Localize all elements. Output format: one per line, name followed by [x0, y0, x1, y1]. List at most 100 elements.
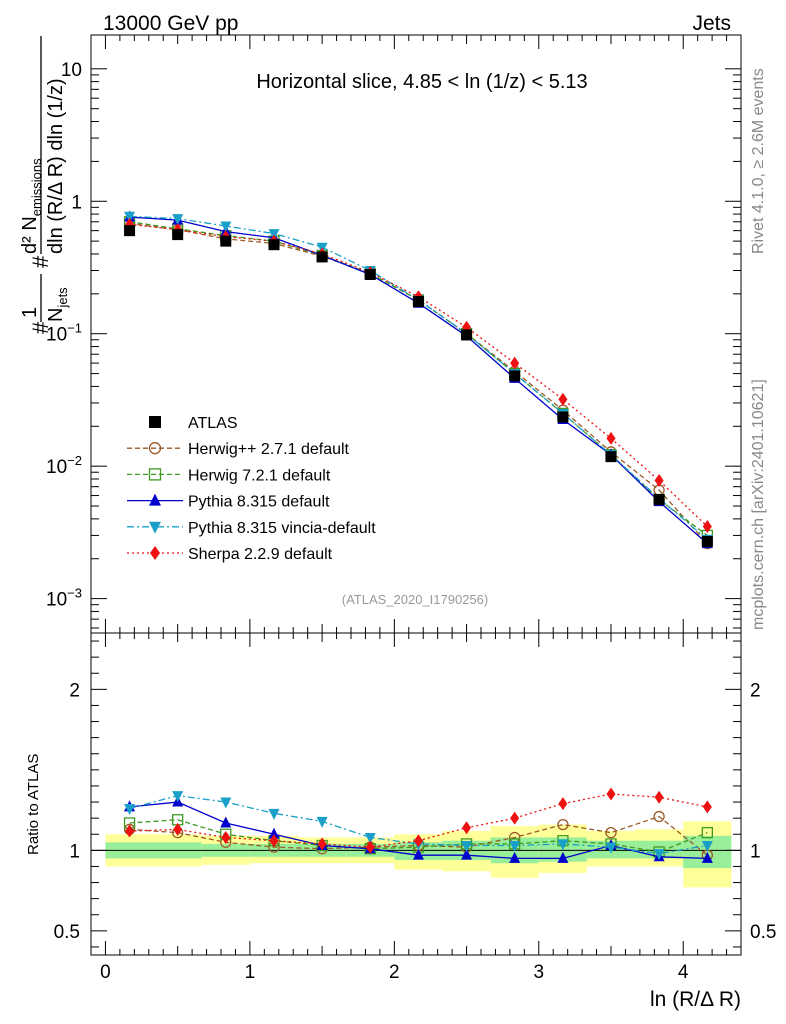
side-text-top: Rivet 4.1.0, ≥ 2.6M events	[750, 68, 767, 254]
y-tick-exponent: −2	[67, 453, 82, 468]
legend: ATLAS Herwig++ 2.7.1 default Herwig 7.2.1 …	[127, 415, 376, 563]
ylabel-mid: #	[28, 255, 53, 268]
ratio-point-sherpa-2-2-9-default	[606, 787, 616, 801]
point-atlas	[412, 296, 424, 308]
point-atlas	[316, 251, 328, 263]
y-tick-base: 10	[46, 457, 67, 478]
header-left: 13000 GeV pp	[103, 12, 238, 35]
ratio-point-pythia-8-315-vincia-default	[220, 797, 232, 809]
x-axis-label: ln (R/Δ R)	[650, 988, 741, 1011]
y-tick-label: 1	[71, 192, 82, 213]
ratio-point-sherpa-2-2-9-default	[173, 822, 183, 836]
x-tick-label: 4	[678, 962, 689, 983]
point-pythia-8-315-vincia-default	[172, 214, 184, 226]
ylabel-prefix: #	[28, 321, 53, 334]
ratio-tick-label-right: 1	[750, 841, 761, 862]
line-herwig-7-2-1-default	[129, 221, 708, 536]
x-tick-label: 0	[100, 962, 111, 983]
ratio-point-pythia-8-315-vincia-default	[364, 832, 376, 844]
point-sherpa-2-2-9-default	[510, 356, 520, 370]
y-tick-base: 10	[46, 325, 67, 346]
ratio-point-sherpa-2-2-9-default	[654, 790, 664, 804]
ratio-point-pythia-8-315-default	[220, 816, 232, 828]
y-tick-exponent: −3	[67, 586, 82, 601]
legend-marker-herwig-2-7-1-default	[148, 442, 162, 455]
y-tick-label: 10−1	[46, 321, 82, 346]
ratio-point-sherpa-2-2-9-default	[317, 837, 327, 851]
legend-label-atlas: ATLAS	[188, 415, 238, 432]
y-tick-label: 10−3	[46, 586, 82, 611]
ratio-point-pythia-8-315-vincia-default	[557, 839, 569, 851]
ratio-point-pythia-8-315-vincia-default	[509, 841, 521, 853]
point-sherpa-2-2-9-default	[702, 520, 712, 534]
point-atlas	[461, 329, 473, 341]
ratio-series-group	[123, 787, 713, 863]
ratio-tick-label-right: 2	[750, 680, 761, 701]
ratio-tick-label-left: 1	[69, 841, 80, 862]
x-tick-label: 2	[389, 962, 400, 983]
ylabel-main-sub: emissions	[29, 158, 44, 216]
ratio-point-pythia-8-315-vincia-default	[653, 849, 665, 861]
side-text-bottom: mcplots.cern.ch [arXiv:2401.10621]	[750, 379, 767, 630]
legend-marker-atlas	[149, 416, 161, 428]
svg-text:d² Nemissions: d² Nemissions	[19, 158, 44, 254]
line-pythia-8-315-vincia-default	[129, 215, 708, 540]
svg-text:Njets: Njets	[45, 287, 70, 322]
point-atlas	[557, 411, 569, 423]
point-atlas	[509, 370, 521, 382]
legend-label-herwig-2-7-1-default: Herwig++ 2.7.1 default	[188, 441, 350, 458]
ratio-point-pythia-8-315-vincia-default	[124, 803, 136, 815]
ratio-point-pythia-8-315-default	[509, 851, 521, 863]
main-series-group	[123, 210, 713, 550]
ylabel-den: dln (R/Δ R) dln (1/z)	[45, 78, 67, 254]
y-tick-exponent: −1	[67, 321, 82, 336]
ratio-point-herwig-2-7-1-default	[557, 818, 569, 831]
ratio-point-pythia-8-315-vincia-default	[701, 841, 713, 853]
point-atlas	[268, 239, 280, 251]
ratio-tick-label-left: 0.5	[54, 922, 80, 943]
point-atlas	[605, 451, 617, 463]
point-atlas	[172, 229, 184, 241]
main-plot-frame	[90, 34, 742, 634]
point-atlas	[124, 225, 136, 237]
point-atlas	[653, 494, 665, 506]
ratio-point-sherpa-2-2-9-default	[365, 840, 375, 854]
y-tick-base: 1	[71, 192, 82, 213]
ratio-ylabel: Ratio to ATLAS	[25, 754, 42, 855]
ratio-plot-frame	[90, 632, 742, 956]
header-right: Jets	[692, 12, 731, 35]
ratio-point-herwig-2-7-1-default	[605, 826, 617, 839]
legend-marker-pythia-8-315-default	[149, 493, 161, 506]
ratio-tick-label-right: 0.5	[750, 922, 776, 943]
ylabel-frac-den: N	[45, 308, 67, 322]
analysis-watermark: (ATLAS_2020_I1790256)	[342, 592, 488, 607]
point-sherpa-2-2-9-default	[606, 431, 616, 445]
ratio-point-sherpa-2-2-9-default	[702, 800, 712, 814]
ratio-point-sherpa-2-2-9-default	[269, 834, 279, 848]
ratio-point-sherpa-2-2-9-default	[558, 797, 568, 811]
ratio-tick-label-left: 2	[69, 680, 80, 701]
plot-title: Horizontal slice, 4.85 < ln (1/z) < 5.13	[256, 71, 587, 93]
svg-text:#: #	[28, 321, 53, 334]
point-pythia-8-315-vincia-default	[220, 221, 232, 233]
ylabel-main: d² N	[19, 216, 41, 254]
ratio-point-pythia-8-315-default	[557, 851, 569, 863]
y-tick-label: 10	[61, 60, 82, 81]
ratio-point-pythia-8-315-default	[461, 848, 473, 860]
main-ylabel: # 1 Njets # d² Nemissions dln (R/Δ R) dl…	[19, 36, 70, 334]
y-tick-base: 10	[61, 60, 82, 81]
svg-text:dln (R/Δ R) dln (1/z): dln (R/Δ R) dln (1/z)	[45, 78, 67, 254]
ratio-point-pythia-8-315-vincia-default	[461, 841, 473, 853]
point-atlas	[220, 235, 232, 247]
y-tick-base: 10	[46, 590, 67, 611]
ratio-point-pythia-8-315-default	[701, 851, 713, 863]
x-tick-label: 1	[245, 962, 256, 983]
point-atlas	[701, 535, 713, 547]
legend-marker-herwig-7-2-1-default	[148, 468, 162, 481]
legend-label-herwig-7-2-1-default: Herwig 7.2.1 default	[188, 467, 331, 484]
ylabel-frac-num: 1	[19, 307, 41, 318]
point-sherpa-2-2-9-default	[654, 473, 664, 487]
point-sherpa-2-2-9-default	[558, 392, 568, 406]
